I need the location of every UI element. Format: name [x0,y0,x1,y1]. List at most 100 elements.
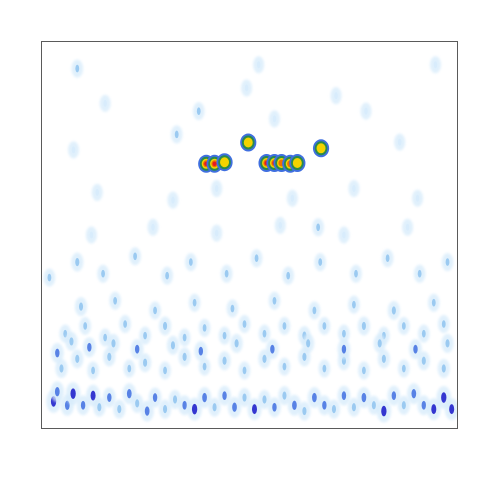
heatmap-cell [239,315,251,333]
heatmap-cell [171,125,183,143]
heatmap-cell [394,134,405,151]
heatmap-cell [282,267,294,285]
heatmap-cell [268,397,281,417]
heatmap-cell [199,319,211,337]
heatmap-cell [388,301,400,320]
heatmap-cell [231,334,243,353]
heatmap-cell [442,253,454,271]
heatmap-cell [129,247,141,265]
heatmap-cell [338,386,351,406]
heatmap-cell [358,316,370,335]
heatmap-cell [221,265,233,283]
heatmap-cell [79,317,91,335]
heatmap-cell [71,253,83,272]
heatmap-cell [71,60,83,78]
heatmap-cell [309,301,321,319]
heatmap-cell [179,329,191,347]
heatmap-cell [241,79,252,96]
heatmap-cell [100,95,111,112]
heatmap-cell [350,265,362,283]
heatmap-cell [319,360,331,378]
heatmap-cell [409,339,422,359]
heatmap-cell [338,339,351,359]
heatmap-cell [328,400,340,419]
heatmap-cell [208,398,220,417]
heatmap-cell [251,249,263,267]
heatmap-cell [412,190,423,207]
heatmap-cell [185,253,197,271]
heatmap-cell [275,217,286,234]
heatmap-cell [398,317,410,335]
heatmap-cell [402,219,413,236]
heatmap-cell [398,360,410,378]
heatmap-cell [71,349,83,368]
heatmap-cell [269,292,281,310]
heatmap-cell [189,294,201,312]
heatmap-cell [131,339,144,359]
heatmap-cell [149,301,161,319]
heatmap-cell [360,103,371,120]
heatmap-cell [167,336,179,355]
heatmap-cell [119,315,131,333]
heatmap-cell [75,297,87,316]
heatmap-cell [239,361,251,379]
heatmap-cell [167,192,178,209]
heatmap-cell [179,347,191,366]
heatmap-cell [418,325,430,343]
heatmap-cell [438,359,450,378]
heatmap-cell [266,339,279,359]
heatmap-cell [331,87,342,104]
heatmap-cell [414,265,426,283]
heatmap-cell [109,292,121,310]
heatmap-cell [430,56,441,73]
heatmap-cell [51,343,64,363]
heatmap-cell [149,388,162,408]
heatmap-cell [123,360,135,378]
heatmap-cell [227,300,239,318]
heatmap-cell [338,227,349,244]
heatmap-cell [445,398,459,420]
heatmap-cell [314,253,326,271]
heatmap-cell [428,294,440,312]
heatmap-cell [194,341,207,361]
heatmap-cell [92,184,103,201]
heatmap-cell [161,267,173,285]
heatmap-hotspot [313,139,329,157]
heatmap-cell [87,361,99,379]
heatmap-cell [218,351,230,370]
heatmap-hotspot [240,134,256,152]
heatmap-cell [68,141,79,158]
heatmap-cell [441,334,453,353]
heatmap-cell [298,402,310,421]
heatmap-cell [377,400,392,423]
heatmap-cell [348,180,359,197]
heatmap-cell [44,269,56,287]
heatmap-cell [312,218,324,236]
heatmap-cell [193,102,205,120]
heatmap-cell [287,190,298,207]
heatmap-cell [65,332,77,351]
heatmap-cell [103,388,116,408]
heatmap-cell [253,56,264,73]
heatmap-cell [374,334,386,353]
heatmap-cell [159,361,171,379]
heatmap-cell [107,334,119,353]
heatmap-cell [319,317,331,335]
heatmap-cell [211,225,222,242]
heatmap-cell [358,361,370,379]
heatmap-cell [302,334,314,353]
heatmap-cell [159,316,171,335]
heatmap-cell [382,249,394,267]
heatmap-cell [97,265,109,283]
heatmap-cell [269,110,280,127]
heatmap-cell [348,296,360,314]
heatmap-cell [113,400,125,419]
heatmap-cell [219,327,231,345]
heatmap-hotspot [216,153,232,171]
heatmap-cell [211,180,222,197]
heatmap-hotspot [289,154,305,172]
heatmap-cell [147,219,158,236]
heatmap-cell [279,358,291,376]
